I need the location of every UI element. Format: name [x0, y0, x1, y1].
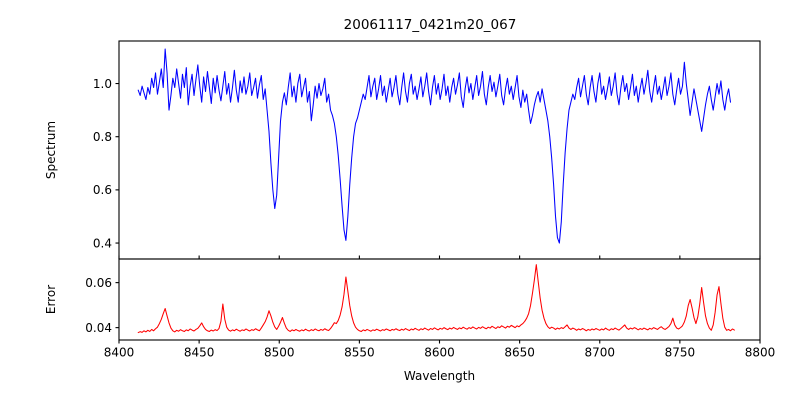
spectrum-ytick-label: 1.0	[93, 77, 112, 91]
error-y-axis-label: Error	[44, 285, 58, 314]
error-ytick-label: 0.06	[85, 276, 112, 290]
xtick-label: 8600	[424, 346, 455, 360]
xtick-label: 8800	[745, 346, 776, 360]
page-title: 20061117_0421m20_067	[344, 17, 517, 33]
xtick-label: 8550	[344, 346, 375, 360]
spectrum-y-axis-label: Spectrum	[44, 121, 58, 179]
spectrum-ytick-label: 0.4	[93, 236, 112, 250]
xtick-label: 8650	[504, 346, 535, 360]
x-axis-label: Wavelength	[404, 369, 475, 383]
spectrum-data-line	[137, 48, 732, 244]
error-panel: 0.04 0.06 8400 8450 8500 8550 8600 8650 8700 8750…	[44, 258, 776, 383]
spectrum-ytick-label: 0.8	[93, 130, 112, 144]
error-ytick-label: 0.04	[85, 321, 112, 335]
spectrum-panel: 0.4 0.6 0.8 1.0 Spectrum	[44, 40, 761, 260]
error-data-line	[137, 264, 735, 334]
xtick-label: 8700	[584, 346, 615, 360]
xtick-label: 8500	[264, 346, 295, 360]
spectrum-ytick-label: 0.6	[93, 183, 112, 197]
xtick-label: 8750	[665, 346, 696, 360]
xtick-label: 8450	[184, 346, 215, 360]
xtick-label: 8400	[104, 346, 135, 360]
